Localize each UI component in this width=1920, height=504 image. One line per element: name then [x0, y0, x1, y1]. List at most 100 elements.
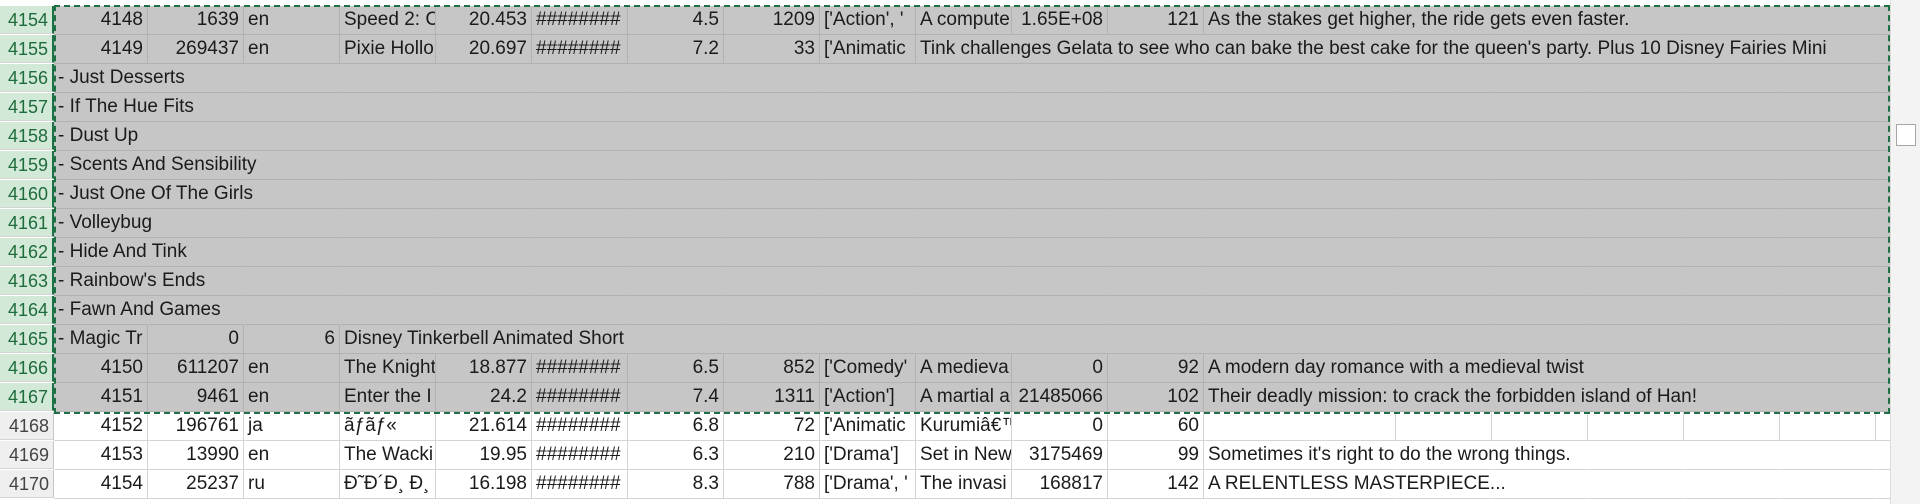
cell[interactable] — [532, 122, 628, 151]
row-header[interactable]: 4170 — [0, 470, 54, 498]
cell[interactable] — [1780, 151, 1876, 180]
cell[interactable] — [1684, 325, 1780, 354]
cell[interactable]: ['Animatic — [820, 35, 916, 64]
cell[interactable] — [148, 209, 244, 238]
cell[interactable] — [1684, 412, 1780, 441]
cell[interactable]: Enter the I — [340, 383, 436, 412]
cell[interactable] — [820, 238, 916, 267]
cell[interactable]: Their deadly mission: to crack the forbi… — [1204, 383, 1697, 412]
cell[interactable]: 1.65E+08 — [1012, 6, 1108, 35]
cell[interactable] — [1396, 180, 1492, 209]
cell[interactable]: en — [244, 441, 340, 470]
row-header[interactable]: 4159 — [0, 151, 54, 179]
cell[interactable]: Kurumiâ€™ — [916, 412, 1012, 441]
row-header[interactable]: 4169 — [0, 441, 54, 469]
cell[interactable] — [1780, 354, 1876, 383]
cell[interactable] — [820, 151, 916, 180]
cell[interactable] — [436, 93, 532, 122]
row-header[interactable]: 4163 — [0, 267, 54, 295]
cell[interactable] — [436, 267, 532, 296]
cell[interactable] — [1492, 383, 1588, 412]
cell[interactable]: ['Animatic — [820, 412, 916, 441]
cell[interactable]: 16.198 — [436, 470, 532, 499]
cell[interactable]: 0 — [1012, 412, 1108, 441]
cell[interactable] — [1684, 93, 1780, 122]
cell[interactable] — [148, 122, 244, 151]
cell[interactable]: - Just One Of The Girls — [54, 180, 253, 209]
cell[interactable] — [1204, 151, 1396, 180]
cell[interactable] — [724, 122, 820, 151]
cell[interactable] — [1012, 296, 1108, 325]
cell[interactable]: A medieva — [916, 354, 1012, 383]
cell[interactable]: ######## — [532, 441, 628, 470]
cell[interactable] — [916, 325, 1012, 354]
cell[interactable] — [1588, 470, 1684, 499]
cell[interactable] — [436, 325, 532, 354]
cell[interactable] — [1492, 325, 1588, 354]
cell[interactable] — [1012, 93, 1108, 122]
cell[interactable] — [1396, 64, 1492, 93]
cell[interactable] — [1492, 441, 1588, 470]
cell[interactable] — [724, 180, 820, 209]
cell[interactable] — [820, 180, 916, 209]
cell[interactable] — [916, 122, 1012, 151]
cell[interactable]: Tink challenges Gelata to see who can ba… — [916, 35, 1827, 64]
cell[interactable] — [1780, 412, 1876, 441]
cell[interactable] — [1204, 325, 1396, 354]
cell[interactable]: ['Comedy' — [820, 354, 916, 383]
cell[interactable]: 4148 — [54, 6, 148, 35]
cell[interactable]: - Rainbow's Ends — [54, 267, 205, 296]
cell[interactable]: ######## — [532, 6, 628, 35]
cell[interactable]: 9461 — [148, 383, 244, 412]
cell[interactable] — [1204, 296, 1396, 325]
row-header[interactable]: 4154 — [0, 6, 54, 34]
row-header[interactable]: 4166 — [0, 354, 54, 382]
cell[interactable] — [1684, 64, 1780, 93]
cell[interactable]: Pixie Hollo — [340, 35, 436, 64]
cell[interactable] — [1012, 35, 1108, 64]
cell[interactable]: 0 — [148, 325, 244, 354]
cell[interactable] — [148, 238, 244, 267]
cell[interactable]: The invasi — [916, 470, 1012, 499]
cell[interactable]: ######## — [532, 383, 628, 412]
cell[interactable]: A RELENTLESS MASTERPIECE... — [1204, 470, 1506, 499]
cell[interactable]: 25237 — [148, 470, 244, 499]
cell[interactable] — [244, 93, 340, 122]
cell[interactable] — [820, 296, 916, 325]
cell[interactable]: - Hide And Tink — [54, 238, 187, 267]
cell[interactable]: - Fawn And Games — [54, 296, 221, 325]
cell[interactable]: Speed 2: C — [340, 6, 436, 35]
cell[interactable] — [1684, 35, 1780, 64]
cell[interactable] — [1588, 180, 1684, 209]
cell[interactable] — [1588, 412, 1684, 441]
cell[interactable]: 4150 — [54, 354, 148, 383]
cell[interactable] — [532, 180, 628, 209]
cell[interactable] — [724, 151, 820, 180]
cell[interactable]: 1311 — [724, 383, 820, 412]
cell[interactable]: A compute — [916, 6, 1012, 35]
cell[interactable] — [532, 151, 628, 180]
cell[interactable] — [340, 267, 436, 296]
cell[interactable]: 72 — [724, 412, 820, 441]
cell[interactable]: 20.697 — [436, 35, 532, 64]
cell[interactable] — [1108, 209, 1204, 238]
cell[interactable] — [244, 209, 340, 238]
cell[interactable] — [1588, 93, 1684, 122]
cell[interactable] — [1588, 238, 1684, 267]
cell[interactable] — [532, 209, 628, 238]
cell[interactable] — [340, 64, 436, 93]
cell[interactable] — [1396, 383, 1492, 412]
cell[interactable] — [1588, 151, 1684, 180]
cell[interactable] — [628, 209, 724, 238]
cell[interactable] — [1588, 64, 1684, 93]
cell[interactable] — [1492, 354, 1588, 383]
cell[interactable] — [820, 122, 916, 151]
cell[interactable] — [1780, 441, 1876, 470]
cell[interactable] — [724, 325, 820, 354]
cell[interactable]: 611207 — [148, 354, 244, 383]
cell[interactable] — [916, 296, 1012, 325]
cell[interactable]: Sometimes it's right to do the wrong thi… — [1204, 441, 1571, 470]
cell[interactable]: Ð˜Ð´Ð¸ Ð¸ — [340, 470, 436, 499]
cell[interactable] — [1492, 238, 1588, 267]
cell[interactable]: ['Action'] — [820, 383, 916, 412]
